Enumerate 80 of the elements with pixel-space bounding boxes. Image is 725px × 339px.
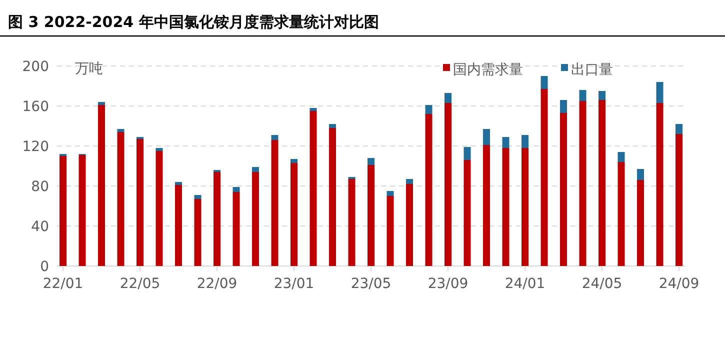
bar [656,82,664,103]
bar [78,155,86,266]
bar [483,129,490,145]
bar [598,91,606,100]
bar [656,103,664,266]
bar [579,90,586,101]
bar [290,159,298,163]
bar [348,179,356,266]
bar [522,135,528,148]
bar [310,108,317,111]
bar [271,135,278,140]
bar [425,114,432,266]
x-tick-label: 22/09 [196,276,238,292]
bar [540,76,548,89]
bar [579,101,586,266]
bar [368,158,374,165]
bar [98,102,105,105]
bar [117,129,124,132]
bar [386,196,394,266]
legend-label: 国内需求量 [453,62,523,78]
bar [560,100,567,113]
bar [214,172,220,266]
bar [194,199,202,266]
bar [60,156,66,266]
bar [252,167,259,172]
x-tick-label: 22/01 [42,276,84,292]
x-tick-label: 24/09 [658,276,700,292]
bar [502,137,510,148]
bar [310,111,317,266]
x-tick-label: 23/05 [350,276,392,292]
bar [444,93,452,103]
y-tick-label: 40 [31,219,49,235]
bar [618,162,625,266]
bar [156,151,163,266]
bar [540,89,548,266]
y-axis-title: 万吨 [75,61,103,77]
x-tick-label: 24/05 [582,276,622,292]
x-tick-label: 23/01 [274,276,314,292]
legend-label: 出口量 [571,62,613,78]
bar [156,148,163,151]
bar [522,148,528,266]
bar [329,128,336,266]
bar [175,182,182,185]
y-tick-label: 200 [22,59,49,75]
bar [560,113,567,266]
bar [425,105,432,114]
x-tick-label: 23/09 [428,276,468,292]
bar [290,163,298,266]
bar [386,191,394,196]
y-tick-label: 120 [22,139,49,155]
bar [232,187,240,192]
y-tick-label: 0 [40,259,49,275]
bar [676,134,682,266]
y-tick-label: 80 [31,179,49,195]
bar [464,160,471,266]
bar [502,148,510,266]
bar [464,147,471,160]
bar [406,179,413,184]
bar [271,140,278,266]
y-tick-label: 160 [22,99,49,115]
bar [175,185,182,266]
bar [368,165,374,266]
bar [136,139,144,266]
bar [637,169,644,180]
bar [598,100,606,266]
bar [232,192,240,266]
bar [117,132,124,266]
bar [252,172,259,266]
x-tick-label: 24/01 [504,276,546,292]
bar [98,105,105,266]
bar [618,152,625,162]
bar [444,103,452,266]
chart-title: 图 3 2022-2024 年中国氯化铵月度需求量统计对比图 [8,13,379,31]
bar [637,180,644,266]
x-tick-label: 22/05 [120,276,160,292]
bar [329,124,336,128]
bar [194,195,202,199]
bar [676,124,682,134]
bar [483,145,490,266]
bar [406,184,413,266]
